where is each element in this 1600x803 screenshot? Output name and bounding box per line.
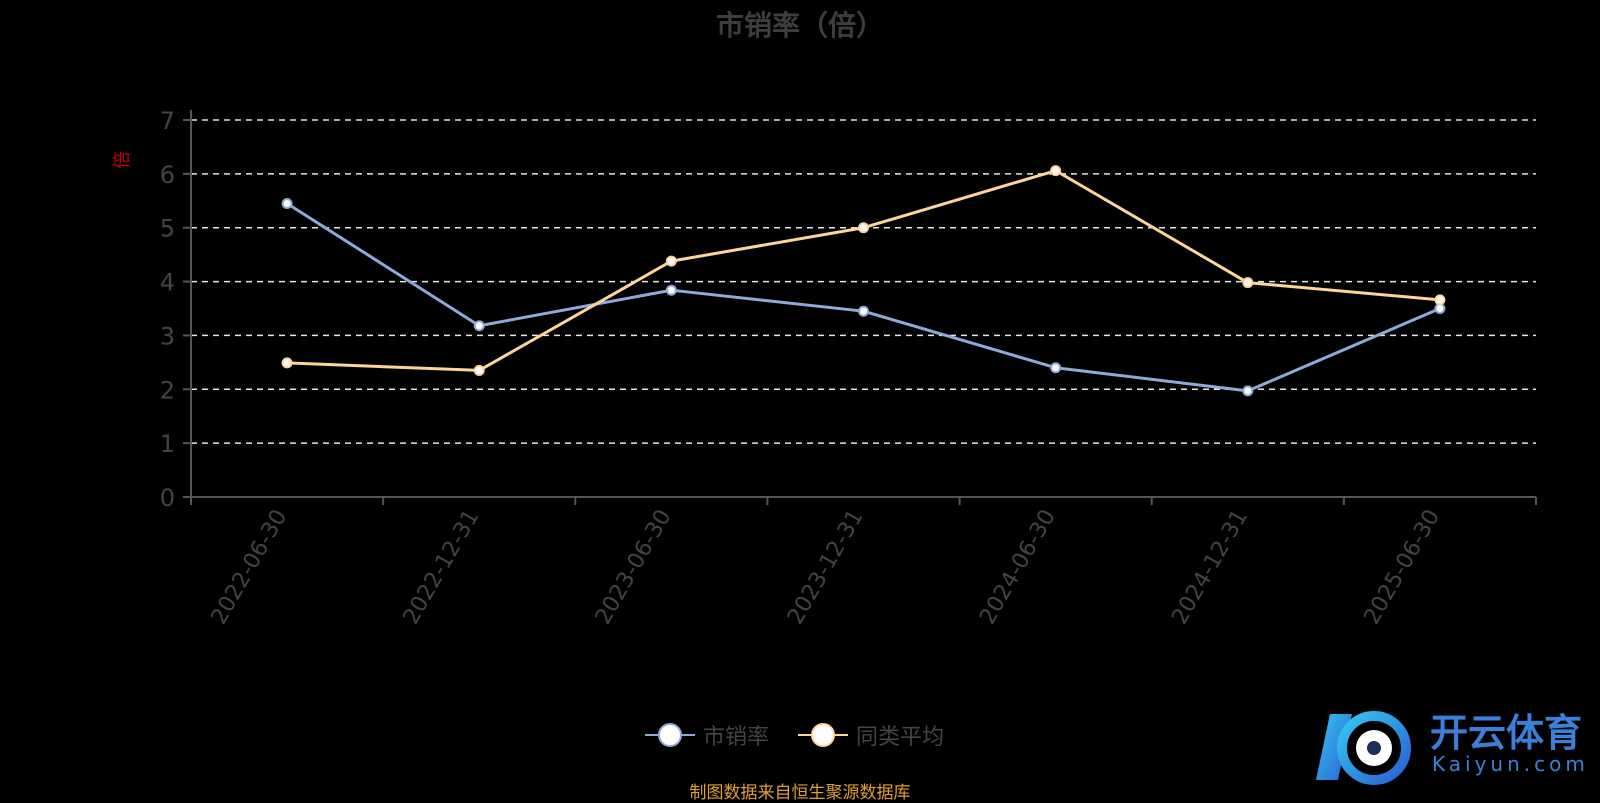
watermark-text: 开云体育 bbox=[1430, 711, 1583, 755]
y-tick-label: 0 bbox=[160, 484, 175, 512]
x-tick-label: 2023-06-30 bbox=[591, 506, 677, 629]
watermark-logo: 开云体育 Kaiyun.com bbox=[1312, 700, 1592, 790]
x-tick-label: 2024-12-31 bbox=[1167, 506, 1253, 629]
data-point bbox=[858, 305, 869, 317]
x-tick-label: 2023-12-31 bbox=[783, 506, 869, 629]
data-point bbox=[1242, 385, 1254, 397]
x-tick-label: 2022-12-31 bbox=[399, 506, 485, 629]
legend-marker-icon bbox=[798, 722, 848, 748]
y-tick-label: 1 bbox=[160, 430, 175, 458]
y-tick-label: 5 bbox=[160, 215, 175, 243]
y-tick-label: 3 bbox=[160, 322, 175, 350]
y-tick-label: 4 bbox=[160, 269, 175, 297]
data-point bbox=[1050, 165, 1062, 177]
data-point bbox=[281, 197, 293, 209]
legend-label: 市销率 bbox=[703, 725, 770, 750]
data-point bbox=[281, 357, 293, 369]
legend-marker-icon bbox=[645, 722, 695, 748]
legend-item-series-2[interactable]: 同类平均 bbox=[798, 718, 944, 752]
chart-title: 市销率（倍） bbox=[715, 9, 884, 42]
logo-icon bbox=[1316, 711, 1411, 785]
y-tick-label: 6 bbox=[160, 161, 175, 189]
y-axis-label: 倍 bbox=[112, 151, 133, 169]
data-point bbox=[473, 364, 485, 376]
y-tick-label: 2 bbox=[160, 376, 175, 404]
data-point bbox=[665, 284, 677, 296]
legend-label: 同类平均 bbox=[856, 725, 945, 750]
y-tick-label: 7 bbox=[160, 107, 175, 135]
data-point bbox=[1434, 294, 1446, 306]
data-point bbox=[858, 222, 869, 234]
data-point bbox=[473, 320, 485, 332]
data-point bbox=[1242, 277, 1254, 289]
x-tick-label: 2022-06-30 bbox=[207, 506, 293, 629]
x-tick-label: 2024-06-30 bbox=[975, 506, 1061, 629]
data-point bbox=[665, 255, 677, 267]
source-note: 制图数据来自恒生聚源数据库 bbox=[689, 783, 911, 803]
x-tick-label: 2025-06-30 bbox=[1360, 506, 1446, 629]
series-line-2 bbox=[287, 169, 1441, 372]
watermark-subtext: Kaiyun.com bbox=[1432, 752, 1589, 776]
legend-item-series-1[interactable]: 市销率 bbox=[645, 718, 769, 752]
data-point bbox=[1050, 362, 1062, 374]
